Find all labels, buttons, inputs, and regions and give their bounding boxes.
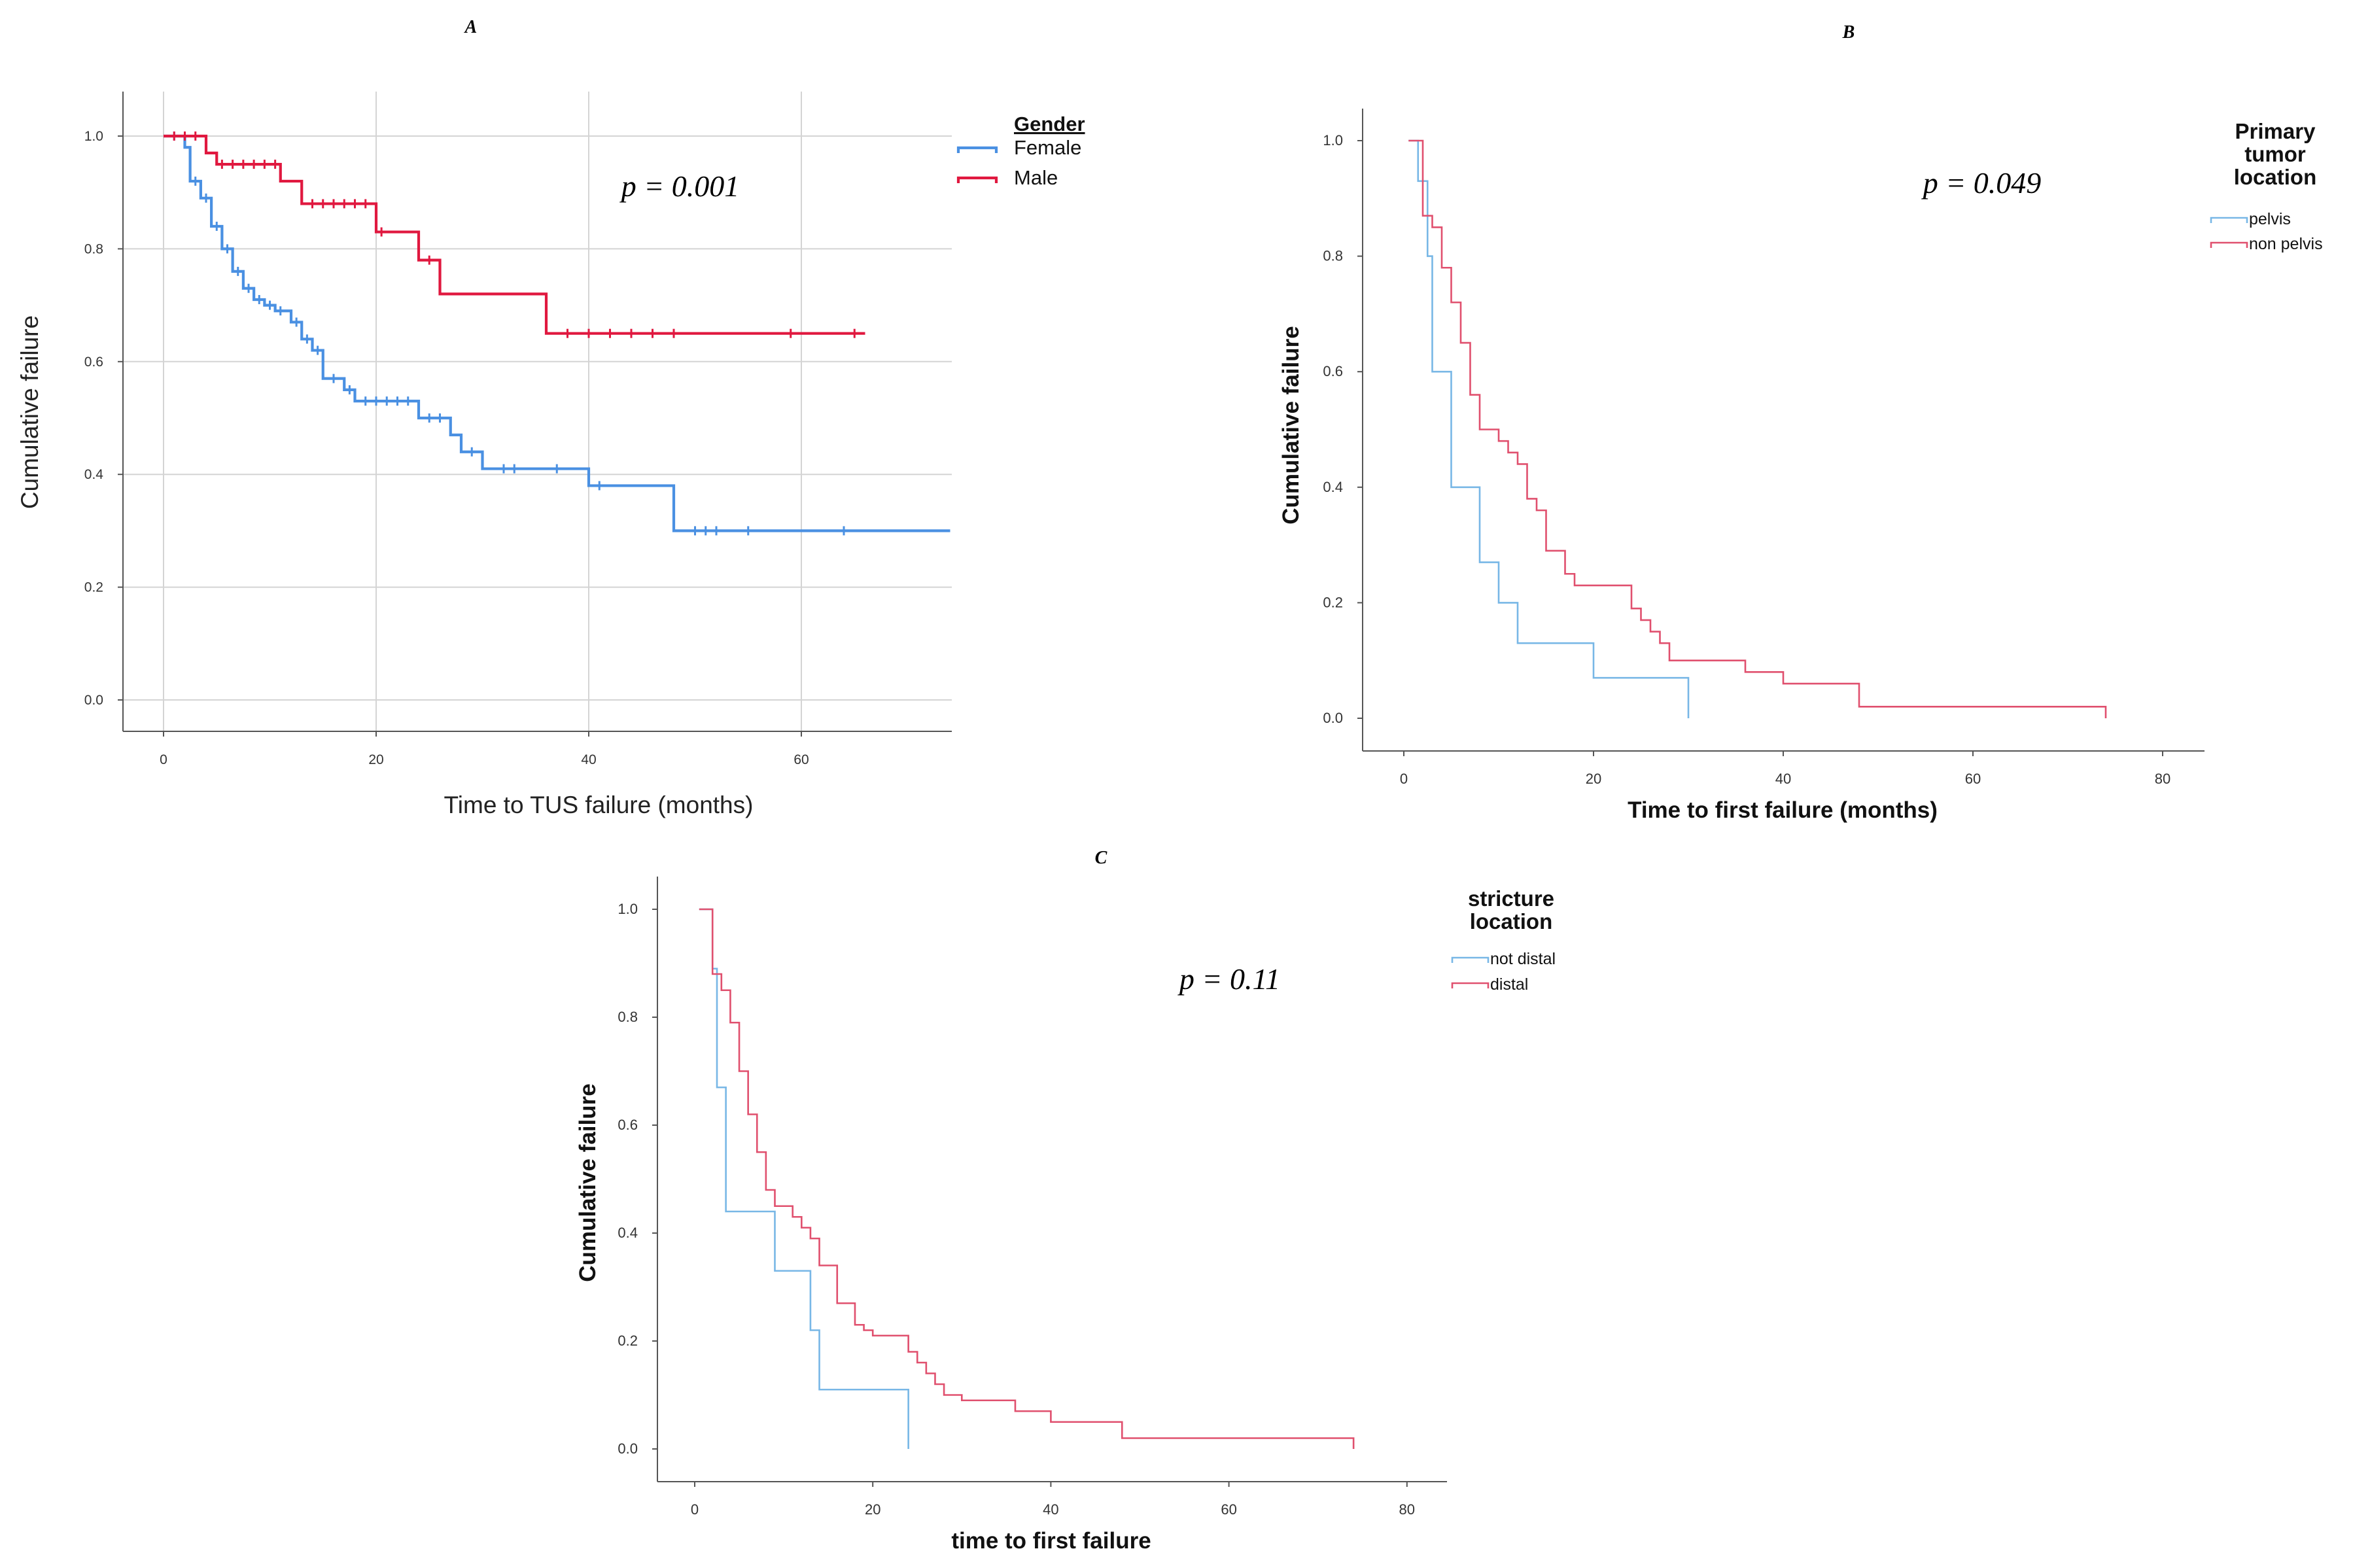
legend-label: pelvis <box>2249 210 2291 228</box>
gridlines <box>123 92 952 731</box>
legend-label: Male <box>1014 166 1058 189</box>
x-axis-label: Time to TUS failure (months) <box>444 792 754 818</box>
x-tick-label: 40 <box>1043 1501 1058 1518</box>
legend-swatch <box>1451 982 1490 988</box>
y-tick-label: 0.4 <box>1323 479 1343 495</box>
y-tick-label: 0.4 <box>618 1225 638 1241</box>
panel-letter: C <box>1095 848 1107 868</box>
survival-curve-line <box>164 134 865 335</box>
legend-title-line: Primary <box>2235 119 2316 143</box>
y-tick-label: 0.0 <box>1323 710 1343 726</box>
x-tick-label: 40 <box>581 752 596 767</box>
legend-title-line: tumor <box>2244 142 2306 166</box>
legend-swatch <box>956 146 998 153</box>
y-tick-label: 1.0 <box>618 901 638 917</box>
legend-label: non pelvis <box>2249 235 2323 253</box>
y-tick-label: 0.2 <box>1323 594 1343 610</box>
legend-title: Gender <box>1014 113 1085 135</box>
x-axis-label: Time to first failure (months) <box>1628 797 1938 823</box>
series-not-distal <box>699 908 909 1449</box>
y-tick-label: 0.6 <box>1323 363 1343 379</box>
y-tick-label: 0.6 <box>618 1117 638 1133</box>
p-value-annotation: p = 0.001 <box>619 169 740 203</box>
x-tick-label: 0 <box>691 1501 699 1518</box>
y-tick-label: 0.8 <box>618 1009 638 1025</box>
x-axis-label: time to first failure <box>951 1528 1151 1554</box>
series-distal <box>699 908 1355 1449</box>
legend-label: not distal <box>1490 950 1556 968</box>
p-value-annotation: p = 0.049 <box>1921 166 2042 200</box>
panel-c: C 0.0 0.2 0.4 0.6 0.8 1.0 0 20 40 60 80 time to firs… <box>575 848 1556 1554</box>
legend-label: distal <box>1490 975 1528 994</box>
legend-swatch <box>2210 241 2248 248</box>
x-tick-label: 60 <box>1965 771 1981 787</box>
legend-title-line: location <box>1470 909 1553 933</box>
series-pelvis <box>1408 139 1690 718</box>
survival-curve-line <box>699 908 1355 1449</box>
x-tick-label: 40 <box>1775 771 1791 787</box>
y-tick-label: 1.0 <box>84 129 103 144</box>
survival-curve-line <box>699 908 909 1449</box>
y-tick-label: 0.0 <box>84 693 103 708</box>
y-tick-label: 1.0 <box>1323 132 1343 148</box>
y-tick-label: 0.8 <box>1323 248 1343 264</box>
y-tick-label: 0.0 <box>618 1440 638 1457</box>
legend-label: Female <box>1014 136 1081 159</box>
y-tick-label: 0.6 <box>84 355 103 370</box>
x-tick-label: 20 <box>865 1501 880 1518</box>
y-axis-label: Cumulative failure <box>1278 326 1304 524</box>
panel-a: A 0.0 0.2 0.4 0.6 0.8 1.0 0 20 40 60 Time to TUS fa… <box>16 17 1085 818</box>
x-tick-label: 20 <box>368 752 383 767</box>
x-tick-label: 60 <box>793 752 809 767</box>
survival-curve-line <box>1408 139 1690 718</box>
panel-letter: B <box>1842 22 1855 43</box>
series-male <box>164 131 865 338</box>
legend-swatch <box>956 176 998 183</box>
y-tick-label: 0.4 <box>84 467 104 482</box>
x-tick-label: 60 <box>1221 1501 1236 1518</box>
y-axis-label: Cumulative failure <box>16 315 43 509</box>
y-tick-label: 0.8 <box>84 241 103 256</box>
x-tick-label: 80 <box>1399 1501 1415 1518</box>
x-tick-label: 20 <box>1586 771 1601 787</box>
survival-curve-line <box>1408 139 2107 718</box>
x-tick-label: 0 <box>1400 771 1408 787</box>
series-non-pelvis <box>1408 139 2107 718</box>
panel-letter: A <box>464 17 478 37</box>
panel-b: B 0.0 0.2 0.4 0.6 0.8 1.0 0 20 40 60 80 Time to firs… <box>1278 22 2323 823</box>
x-tick-label: 80 <box>2155 771 2170 787</box>
y-tick-label: 0.2 <box>618 1333 638 1349</box>
legend-title-line: stricture <box>1468 886 1554 911</box>
series-female <box>164 131 950 536</box>
x-tick-label: 0 <box>160 752 167 767</box>
y-axis-label: Cumulative failure <box>575 1083 601 1281</box>
y-tick-label: 0.2 <box>84 580 103 595</box>
legend-swatch <box>1451 956 1490 963</box>
legend-title-line: location <box>2234 165 2317 189</box>
p-value-annotation: p = 0.11 <box>1177 962 1280 996</box>
legend-swatch <box>2210 217 2248 223</box>
